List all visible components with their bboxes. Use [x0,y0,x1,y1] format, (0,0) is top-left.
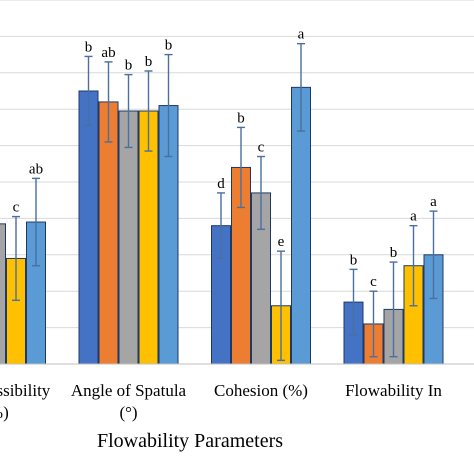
error-bars [12,42,438,362]
category-label-line: Angle of Spatula [71,381,187,400]
significance-letter: d [217,176,225,192]
category-label-line: (%) [0,403,9,422]
category-labels: Compressibility (%) Angle of Spatula (°) Coh… [0,381,442,422]
category-label: Compressibility (%) [0,381,51,422]
category-label: Flowability In [345,381,442,400]
significance-letter: c [370,274,377,290]
significance-letter: b [390,245,398,261]
category-label-line: Flowability In [345,381,442,400]
category-label: Angle of Spatula (°) [71,381,187,422]
bars [0,86,444,365]
significance-letter: b [165,38,173,54]
significance-letter: a [410,209,417,225]
x-axis-title: Flowability Parameters [97,430,283,452]
significance-letter: ab [29,161,43,177]
significance-letter: a [430,194,437,210]
significance-letter: e [278,234,285,250]
significance-letter: b [350,252,358,268]
significance-letter: b [145,54,153,70]
significance-letter: ab [101,45,115,61]
significance-letter: c [258,140,265,156]
category-label-line: Cohesion (%) [214,381,308,400]
significance-letter: c [13,200,20,216]
significance-letter: a [298,27,305,43]
bar [118,110,139,365]
bar [0,223,6,365]
significance-letters: babcabbabbbbdbceabcbaa [13,27,438,291]
category-label: Cohesion (%) [214,381,308,400]
category-label-line: (°) [119,403,137,422]
bar [78,90,99,365]
significance-letter: b [85,39,93,55]
significance-letter: b [125,58,133,74]
category-label-line: Compressibility [0,381,51,400]
significance-letter: b [237,110,245,126]
